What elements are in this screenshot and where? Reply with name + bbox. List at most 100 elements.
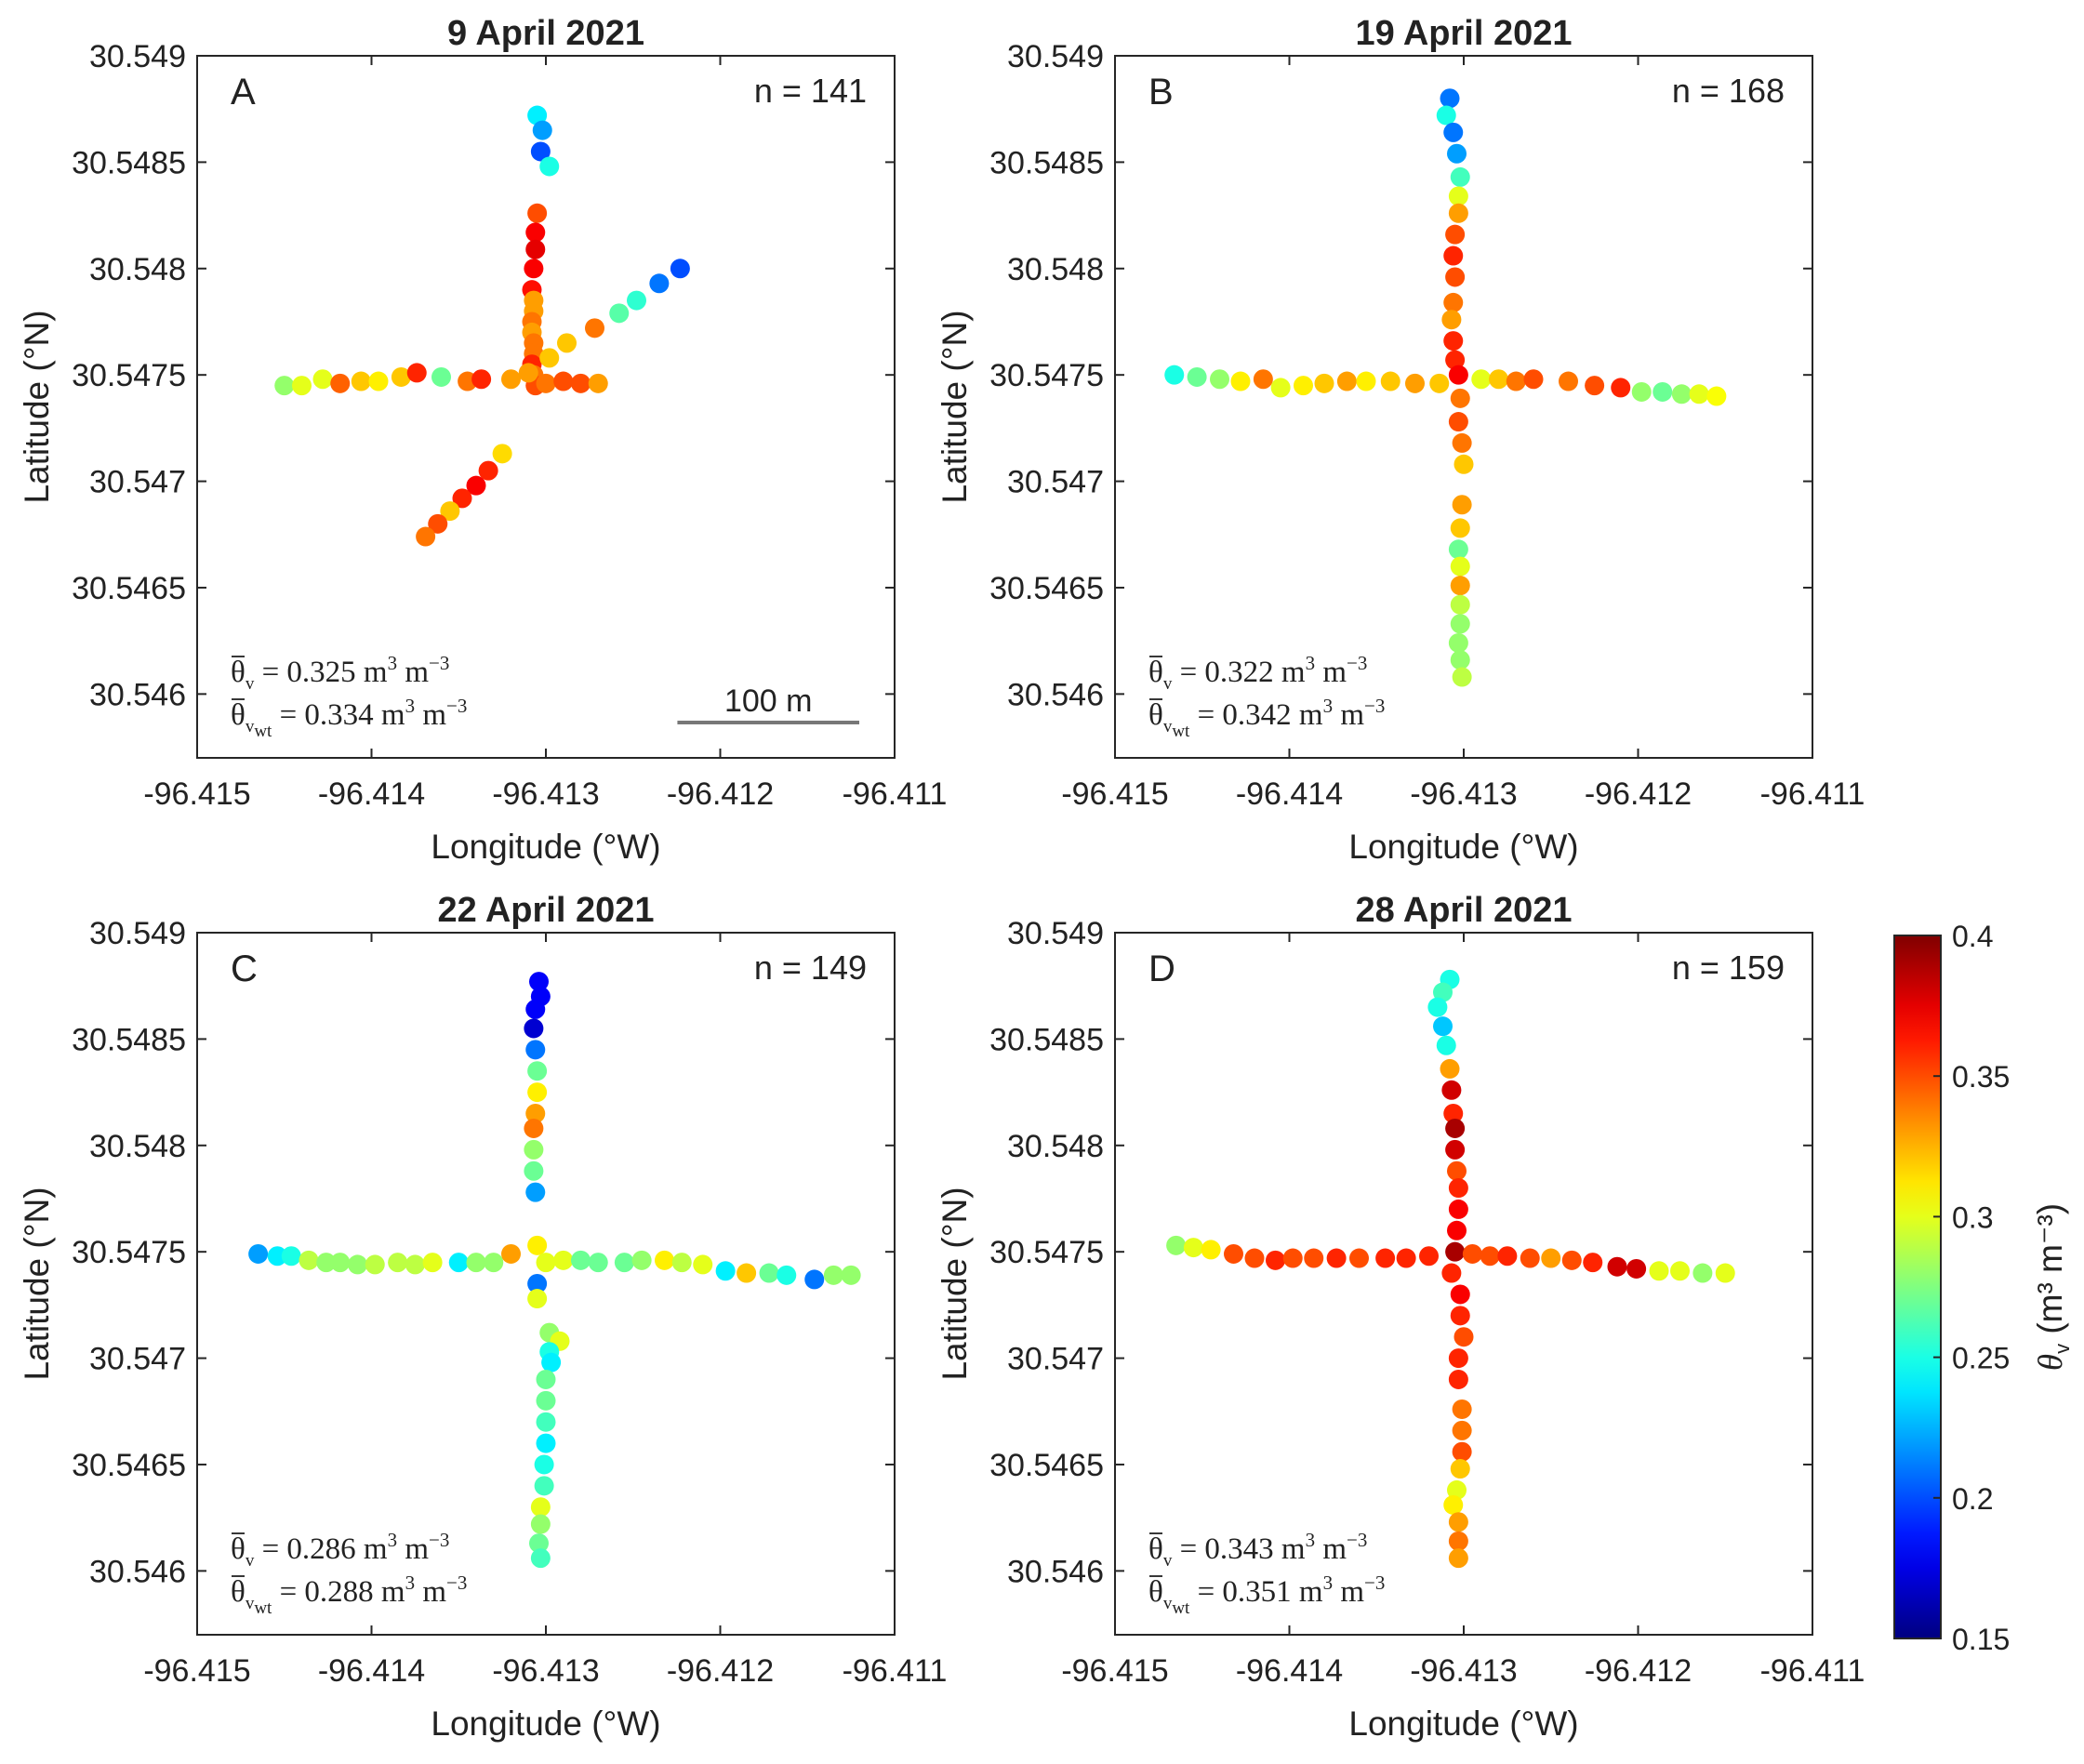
data-point — [267, 1246, 287, 1267]
data-point — [1448, 365, 1468, 385]
data-point — [1304, 1248, 1324, 1268]
data-point — [1541, 1248, 1561, 1268]
data-point — [1448, 203, 1468, 223]
y-tick-label: 30.5485 — [72, 145, 186, 180]
data-point — [1429, 373, 1450, 393]
data-point — [1436, 1035, 1456, 1055]
x-axis-label: Longitude (°W) — [1348, 828, 1578, 866]
y-tick-label: 30.5465 — [72, 571, 186, 606]
data-point — [1559, 371, 1578, 391]
colorbar-tick-label: 0.3 — [1952, 1200, 1993, 1234]
y-tick-label: 30.546 — [1007, 677, 1104, 712]
data-point — [1452, 667, 1472, 687]
data-point — [1314, 373, 1334, 393]
data-point — [1282, 1248, 1303, 1268]
y-tick-label: 30.549 — [89, 39, 186, 74]
y-tick-label: 30.5485 — [989, 1022, 1104, 1057]
data-point — [1433, 1016, 1453, 1037]
colorbar: 0.4 0.35 0.3 0.25 0.2 0.15 θv (m³ m⁻³) — [1893, 920, 2074, 1656]
data-point — [501, 1243, 521, 1264]
data-point — [1692, 1263, 1713, 1283]
data-point — [536, 1412, 556, 1432]
y-tick-label: 30.548 — [89, 252, 186, 287]
y-tick-label: 30.549 — [1007, 39, 1104, 74]
data-point — [530, 1548, 551, 1569]
data-point — [316, 1253, 337, 1273]
x-tick-label: -96.414 — [318, 776, 425, 812]
colorbar-label: θv (m³ m⁻³) — [2031, 1203, 2074, 1371]
data-point — [841, 1265, 861, 1285]
data-point — [1164, 365, 1185, 385]
panel-letter: A — [231, 72, 256, 113]
data-point — [557, 333, 577, 353]
mean-theta-v: θv = 0.343 m3 m−3 — [1148, 1529, 1367, 1571]
data-point — [525, 1040, 546, 1060]
data-point — [1706, 386, 1727, 406]
data-point — [248, 1243, 269, 1264]
data-point — [1453, 1327, 1474, 1347]
data-point — [1452, 1441, 1472, 1462]
data-point — [525, 239, 546, 259]
x-tick-label: -96.413 — [1410, 1653, 1517, 1689]
data-point — [1671, 384, 1692, 405]
weighted-mean-theta-v: θvwt = 0.342 m3 m−3 — [1148, 695, 1385, 741]
y-axis-label: Latitude (°N) — [18, 310, 56, 503]
data-point — [1441, 310, 1462, 330]
data-point — [1450, 614, 1470, 634]
data-point — [1294, 376, 1313, 396]
y-axis-label: Latitude (°N) — [936, 1187, 974, 1380]
data-point — [1447, 1479, 1467, 1500]
x-axis-label: Longitude (°W) — [431, 1704, 660, 1743]
data-point — [1210, 369, 1229, 390]
data-point — [1440, 88, 1460, 109]
data-point — [1380, 371, 1400, 391]
data-point — [1230, 371, 1251, 391]
data-point — [440, 501, 460, 522]
panel-d: -96.415 -96.414 -96.413 -96.412 -96.411 30.54… — [936, 891, 1865, 1743]
y-tick-label: 30.5465 — [989, 571, 1104, 606]
x-tick-label: -96.412 — [667, 776, 774, 812]
data-point — [1448, 412, 1468, 432]
data-point — [1452, 495, 1472, 515]
data-point — [1266, 1250, 1285, 1270]
data-point — [1462, 1243, 1482, 1264]
y-tick-label: 30.547 — [89, 1342, 186, 1377]
panel-title: 19 April 2021 — [1355, 14, 1572, 53]
data-point — [281, 1246, 301, 1267]
y-tick-label: 30.548 — [1007, 252, 1104, 287]
data-point — [1611, 378, 1631, 398]
data-point — [1448, 632, 1468, 653]
x-tick-label: -96.412 — [667, 1653, 774, 1689]
data-point — [1453, 454, 1474, 474]
data-point — [416, 526, 436, 547]
data-point — [1450, 1284, 1470, 1305]
data-point — [274, 376, 295, 396]
data-point — [365, 1254, 385, 1275]
data-point — [585, 318, 604, 338]
data-point — [1436, 105, 1456, 126]
data-point — [1443, 1103, 1464, 1123]
data-point — [539, 156, 560, 177]
y-tick-label: 30.5465 — [989, 1448, 1104, 1483]
data-point — [1448, 1548, 1468, 1569]
colorbar-tick-label: 0.15 — [1952, 1623, 2010, 1656]
y-tick-label: 30.546 — [1007, 1554, 1104, 1589]
data-point — [525, 222, 546, 243]
data-point — [1445, 350, 1466, 370]
y-tick-label: 30.548 — [89, 1129, 186, 1164]
data-point — [330, 1253, 351, 1273]
data-point — [368, 371, 389, 391]
panel-title: 22 April 2021 — [437, 891, 654, 930]
data-point — [1450, 594, 1470, 615]
data-point — [518, 363, 538, 383]
data-point — [484, 1253, 504, 1273]
y-tick-label: 30.546 — [89, 1554, 186, 1589]
data-point — [823, 1265, 843, 1285]
data-point — [406, 363, 427, 383]
data-point — [1443, 122, 1464, 142]
data-point — [777, 1265, 797, 1285]
x-tick-label: -96.412 — [1585, 776, 1692, 812]
data-point — [553, 371, 574, 391]
panel-c: -96.415 -96.414 -96.413 -96.412 -96.411 30.54… — [18, 891, 947, 1743]
data-point — [1631, 381, 1652, 402]
